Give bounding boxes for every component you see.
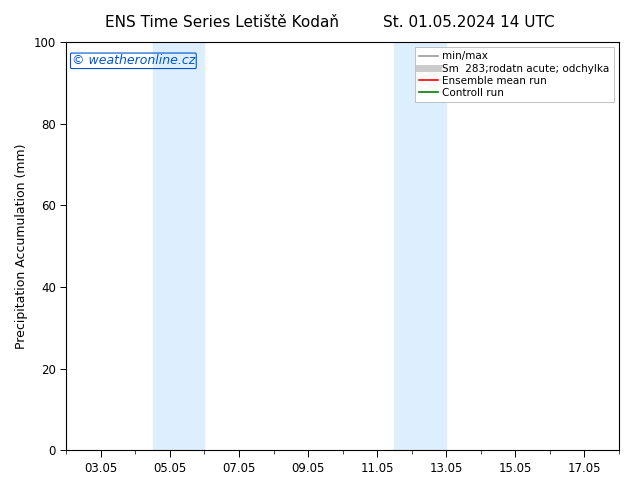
Text: © weatheronline.cz: © weatheronline.cz xyxy=(72,54,195,67)
Text: St. 01.05.2024 14 UTC: St. 01.05.2024 14 UTC xyxy=(384,15,555,30)
Bar xyxy=(153,42,204,450)
Y-axis label: Precipitation Accumulation (mm): Precipitation Accumulation (mm) xyxy=(15,144,28,349)
Legend: min/max, Sm  283;rodatn acute; odchylka, Ensemble mean run, Controll run: min/max, Sm 283;rodatn acute; odchylka, … xyxy=(415,47,614,102)
Text: ENS Time Series Letiště Kodaň: ENS Time Series Letiště Kodaň xyxy=(105,15,339,30)
Bar xyxy=(394,42,446,450)
